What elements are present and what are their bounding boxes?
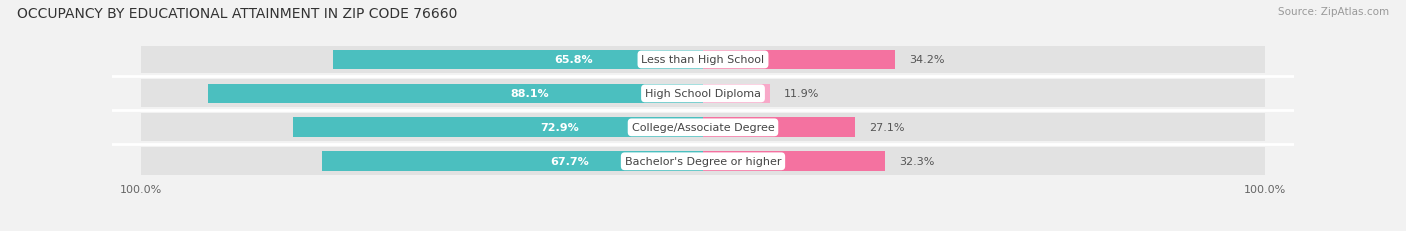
Text: 32.3%: 32.3% — [898, 157, 934, 167]
Bar — [292, 118, 703, 138]
Bar — [208, 84, 703, 104]
Text: 34.2%: 34.2% — [910, 55, 945, 65]
Text: 67.7%: 67.7% — [550, 157, 589, 167]
Bar — [703, 84, 770, 104]
Text: 65.8%: 65.8% — [554, 55, 593, 65]
Bar — [141, 80, 1265, 108]
Bar — [141, 148, 1265, 176]
Text: Source: ZipAtlas.com: Source: ZipAtlas.com — [1278, 7, 1389, 17]
Bar — [141, 46, 1265, 74]
Text: 88.1%: 88.1% — [510, 89, 548, 99]
Text: Bachelor's Degree or higher: Bachelor's Degree or higher — [624, 157, 782, 167]
Text: OCCUPANCY BY EDUCATIONAL ATTAINMENT IN ZIP CODE 76660: OCCUPANCY BY EDUCATIONAL ATTAINMENT IN Z… — [17, 7, 457, 21]
Bar — [141, 114, 1265, 142]
Text: Less than High School: Less than High School — [641, 55, 765, 65]
Text: College/Associate Degree: College/Associate Degree — [631, 123, 775, 133]
Text: 72.9%: 72.9% — [540, 123, 579, 133]
Bar — [703, 152, 884, 171]
Text: 27.1%: 27.1% — [869, 123, 905, 133]
Text: 11.9%: 11.9% — [785, 89, 820, 99]
Text: High School Diploma: High School Diploma — [645, 89, 761, 99]
Bar — [703, 50, 896, 70]
Bar — [322, 152, 703, 171]
Bar — [703, 118, 855, 138]
Bar — [333, 50, 703, 70]
